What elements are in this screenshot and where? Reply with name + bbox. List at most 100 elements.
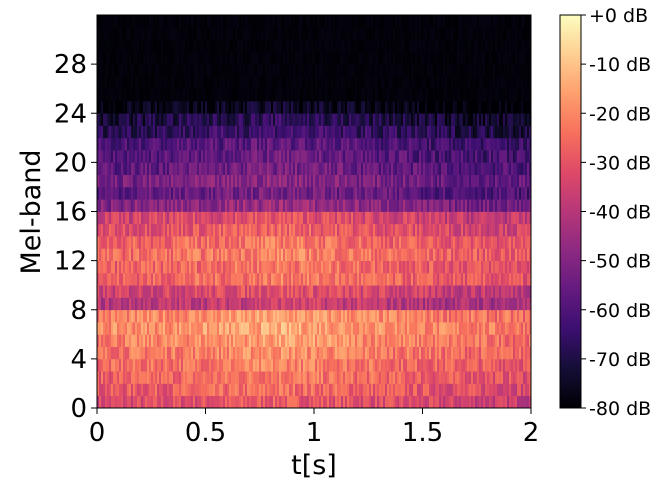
heatmap-cell [277, 125, 280, 139]
heatmap-cell [327, 199, 330, 212]
heatmap-cell [483, 383, 486, 397]
heatmap-cell [111, 174, 114, 188]
heatmap-cell [313, 260, 316, 274]
heatmap-cell [159, 125, 162, 139]
heatmap-cell [335, 297, 338, 311]
heatmap-cell [277, 395, 280, 409]
heatmap-cell [311, 223, 314, 237]
heatmap-cell [375, 358, 378, 372]
heatmap-cell [277, 199, 280, 212]
heatmap-cell [521, 223, 524, 237]
heatmap-cell [265, 272, 268, 286]
heatmap-cell [117, 162, 120, 176]
heatmap-cell [519, 371, 522, 384]
heatmap-cell [233, 248, 236, 261]
heatmap-cell [115, 285, 118, 298]
heatmap-cell [437, 223, 440, 237]
heatmap-cell [217, 248, 220, 261]
heatmap-cell [151, 248, 154, 261]
heatmap-cell [197, 358, 200, 372]
heatmap-cell [471, 334, 474, 347]
heatmap-cell [493, 186, 496, 200]
heatmap-cell [157, 236, 160, 249]
heatmap-cell [303, 285, 306, 298]
heatmap-cell [457, 125, 460, 139]
heatmap-cell [349, 395, 352, 409]
heatmap-cell [375, 383, 378, 397]
heatmap-cell [413, 174, 416, 188]
heatmap-cell [173, 186, 176, 200]
heatmap-cell [289, 236, 292, 249]
heatmap-cell [263, 248, 266, 261]
heatmap-cell [497, 260, 500, 274]
heatmap-cell [177, 174, 180, 188]
heatmap-cell [393, 223, 396, 237]
heatmap-cell [353, 260, 356, 274]
heatmap-cell [159, 211, 162, 225]
heatmap-cell [501, 236, 504, 249]
heatmap-cell [321, 260, 324, 274]
heatmap-cell [135, 297, 138, 311]
heatmap-cell [513, 150, 516, 163]
heatmap-cell [259, 199, 262, 212]
heatmap-cell [105, 383, 108, 397]
heatmap-cell [125, 260, 128, 274]
heatmap-cell [283, 395, 286, 409]
heatmap-cell [177, 285, 180, 298]
heatmap-cell [121, 395, 124, 409]
heatmap-cell [231, 383, 234, 397]
heatmap-cell [463, 297, 466, 311]
heatmap-cell [399, 174, 402, 188]
heatmap-cell [229, 186, 232, 200]
heatmap-cell [201, 211, 204, 225]
heatmap-cell [447, 322, 450, 335]
heatmap-cell [437, 395, 440, 409]
heatmap-cell [157, 371, 160, 384]
heatmap-cell [473, 383, 476, 397]
heatmap-cell [259, 174, 262, 188]
heatmap-cell [249, 383, 252, 397]
heatmap-cell [523, 248, 526, 261]
heatmap-cell [267, 199, 270, 212]
heatmap-cell [457, 248, 460, 261]
heatmap-cell [443, 309, 446, 323]
heatmap-cell [431, 248, 434, 261]
heatmap-cell [323, 297, 326, 311]
heatmap-cell [105, 137, 108, 151]
heatmap-cell [175, 186, 178, 200]
heatmap-cell [119, 150, 122, 163]
heatmap-cell [145, 150, 148, 163]
heatmap-cell [195, 272, 198, 286]
heatmap-cell [155, 322, 158, 335]
heatmap-cell [407, 309, 410, 323]
heatmap-cell [421, 272, 424, 286]
heatmap-cell [261, 199, 264, 212]
heatmap-cell [509, 358, 512, 372]
heatmap-cell [365, 223, 368, 237]
heatmap-cell [139, 322, 142, 335]
heatmap-cell [473, 162, 476, 176]
heatmap-cell [195, 223, 198, 237]
heatmap-cell [329, 395, 332, 409]
heatmap-cell [173, 248, 176, 261]
heatmap-cell [197, 199, 200, 212]
heatmap-cell [511, 371, 514, 384]
heatmap-cell [331, 248, 334, 261]
heatmap-cell [383, 248, 386, 261]
heatmap-cell [341, 248, 344, 261]
heatmap-cell [247, 248, 250, 261]
heatmap-cell [473, 137, 476, 151]
heatmap-cell [349, 199, 352, 212]
heatmap-cell [507, 125, 510, 139]
heatmap-cell [445, 309, 448, 323]
heatmap-cell [497, 248, 500, 261]
heatmap-cell [199, 162, 202, 176]
heatmap-cell [191, 137, 194, 151]
heatmap-cell [375, 174, 378, 188]
heatmap-cell [291, 186, 294, 200]
heatmap-cell [427, 383, 430, 397]
heatmap-cell [341, 199, 344, 212]
heatmap-cell [429, 371, 432, 384]
heatmap-cell [505, 211, 508, 225]
heatmap-cell [151, 211, 154, 225]
